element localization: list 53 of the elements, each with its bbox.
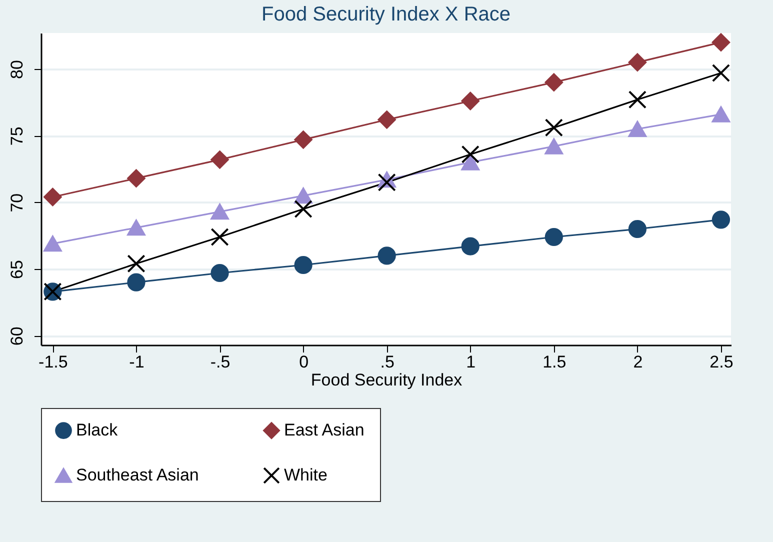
point: [712, 33, 730, 52]
point: [628, 220, 647, 238]
y-tick-label: 75: [8, 126, 26, 146]
point: [461, 145, 480, 164]
point: [378, 173, 396, 192]
point: [294, 256, 312, 274]
point: [294, 130, 312, 149]
x-tick-label: 0: [299, 352, 309, 372]
point: [628, 53, 647, 72]
legend-label: White: [284, 466, 328, 484]
x-tick-label: 1.5: [542, 352, 566, 372]
point: [712, 64, 730, 82]
point: [127, 169, 146, 188]
point: [544, 73, 563, 92]
point: [210, 228, 229, 246]
point: [461, 237, 480, 256]
point: [127, 220, 146, 236]
y-tick-label: 65: [8, 260, 26, 279]
legend-label: Black: [76, 420, 118, 440]
point: [544, 138, 563, 154]
point: [544, 228, 563, 246]
legend-label: Southeast Asian: [76, 466, 199, 484]
point: [378, 246, 396, 265]
x-tick-label: -1.5: [38, 352, 68, 372]
x-tick-label: 2.5: [710, 352, 734, 372]
point: [628, 90, 647, 109]
point: [294, 200, 312, 218]
x-tick-label: -.5: [210, 352, 230, 372]
x-tick-label: -1: [129, 352, 144, 372]
point: [294, 188, 312, 204]
legend-label: East Asian: [284, 420, 364, 440]
point: [210, 264, 229, 282]
y-tick-label: 60: [8, 326, 26, 346]
x-tick-label: 1: [466, 352, 476, 372]
point: [210, 204, 229, 220]
point: [461, 154, 480, 170]
point: [210, 150, 229, 169]
point: [712, 106, 730, 122]
point: [127, 254, 146, 273]
y-tick-label: 80: [8, 60, 26, 79]
x-tick-label: 2: [633, 352, 643, 372]
point: [44, 188, 62, 206]
point: [628, 121, 647, 137]
x-axis-title: Food Security Index: [310, 370, 463, 390]
point: [44, 236, 62, 252]
y-tick-label: 70: [8, 193, 26, 212]
point: [127, 273, 146, 292]
point: [712, 210, 730, 229]
point: [544, 118, 563, 137]
point: [378, 110, 396, 129]
x-tick-label: .5: [380, 352, 394, 372]
point: [461, 92, 480, 110]
chart-title: Food Security Index X Race: [261, 3, 511, 26]
